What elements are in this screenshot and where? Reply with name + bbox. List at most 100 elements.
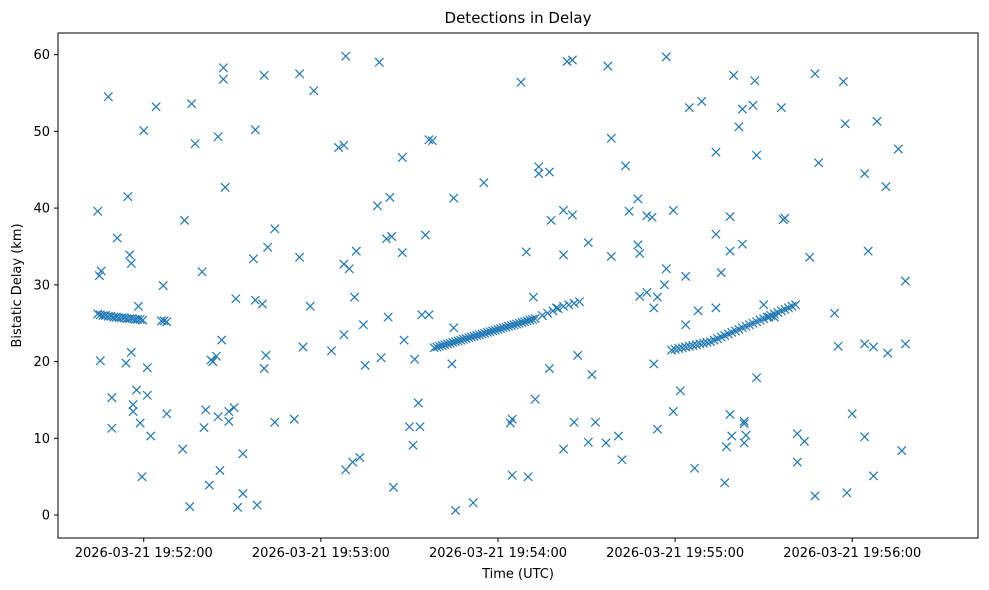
data-point [751,150,762,160]
data-point [507,414,517,424]
data-point [652,292,663,302]
data-point [649,303,659,313]
y-tick-label: 20 [33,355,50,370]
data-point [493,324,503,335]
data-point [859,339,870,349]
data-point [410,354,420,364]
data-point [567,55,578,65]
data-point [229,402,239,413]
x-tick-label: 2026-03-21 19:52:00 [75,546,213,561]
y-tick-label: 0 [42,509,50,524]
data-point [146,431,156,441]
data-point [590,417,601,427]
data-point [424,135,434,145]
data-point [546,215,556,226]
data-point [112,233,122,243]
data-point [737,239,748,249]
data-point [440,340,450,350]
data-point [388,482,399,493]
data-point [534,168,544,179]
data-point [739,416,749,427]
data-point [530,394,540,404]
data-point [135,418,145,428]
data-point [124,250,135,260]
data-point [617,455,627,465]
data-point [190,139,200,149]
data-point [128,406,138,417]
data-point [534,162,544,172]
data-point [482,327,493,338]
data-point [415,422,425,432]
data-point [684,102,694,113]
data-point [432,342,442,352]
data-point [450,505,461,516]
data-point [544,363,555,374]
data-point [199,422,209,433]
data-point [842,488,852,498]
data-point [442,339,453,349]
data-point [558,301,569,311]
data-point [326,346,337,356]
data-point [479,178,489,188]
data-point [635,248,645,259]
data-point [477,329,487,339]
data-point [647,212,657,222]
data-point [681,271,691,282]
data-point [464,333,474,343]
y-axis-label: Bistatic Delay (km) [10,223,25,347]
data-point [341,51,351,61]
data-point [652,424,663,434]
data-point [417,310,427,320]
data-point [739,438,749,448]
data-point [737,104,748,114]
data-point [670,344,680,354]
y-axis-ticks: 0 10 20 30 40 50 60 [33,48,58,524]
data-point [397,152,407,163]
data-point [458,334,469,344]
data-point [792,457,802,467]
data-point [790,300,801,310]
data-point [468,498,478,508]
data-point [780,213,790,223]
data-point [96,266,106,276]
data-point [725,246,735,256]
data-point [185,501,195,512]
data-point [868,471,879,481]
data-point [711,303,721,313]
data-point [521,247,531,257]
data-point [427,135,438,146]
data-point [449,323,459,333]
data-point [562,56,572,67]
data-point [309,86,319,96]
data-point [551,303,562,313]
data-point [383,312,393,322]
data-point [601,438,611,448]
data-point [358,320,369,330]
data-point [750,76,760,86]
data-point [93,206,103,216]
data-point [248,254,259,264]
data-point [702,337,712,348]
data-point [721,442,732,452]
data-point [211,351,222,361]
data-point [437,340,447,351]
data-point [218,74,229,84]
data-point [684,341,694,351]
data-point [218,63,229,73]
data-point [859,168,870,179]
data-point [553,303,563,314]
data-point [429,343,439,353]
data-point [215,465,225,476]
data-point [158,280,168,291]
data-point [381,234,392,244]
data-point [542,308,553,318]
data-point [294,69,305,79]
data-point [232,502,243,513]
data-point [238,449,248,459]
data-point [128,399,138,410]
chart-title: Detections in Delay [445,9,592,27]
data-point [179,215,190,226]
data-point [126,347,136,358]
data-point [569,298,579,308]
